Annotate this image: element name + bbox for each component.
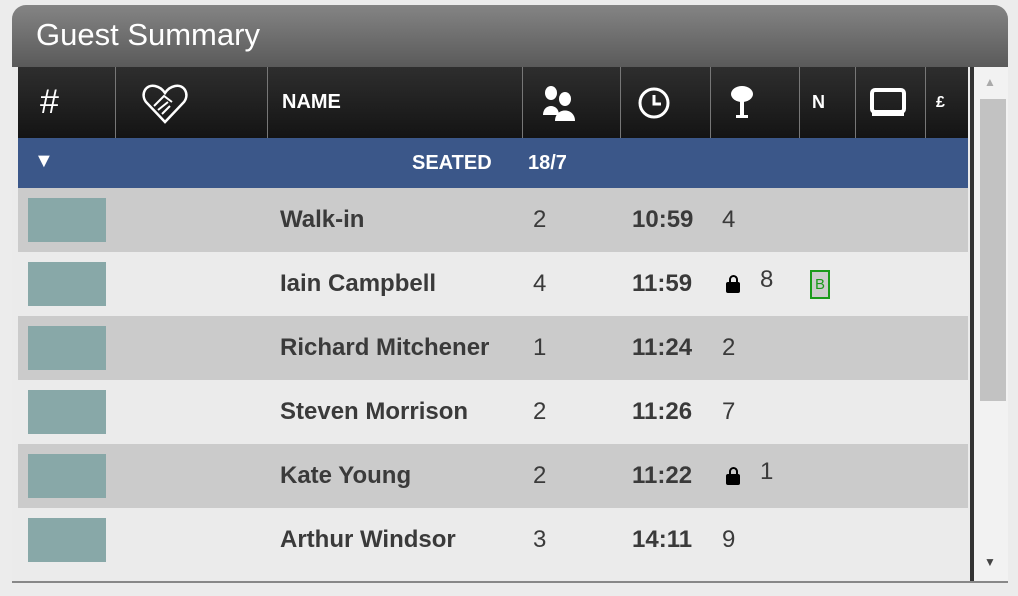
guest-name: Kate Young <box>280 462 412 489</box>
table-number: 4 <box>722 206 736 233</box>
col-name[interactable]: NAME <box>268 67 523 138</box>
guest-row[interactable]: Walk-in 2 10:59 4 <box>18 188 968 252</box>
guests-icon <box>543 85 575 121</box>
table-color-swatch <box>28 390 106 434</box>
table-number: 7 <box>722 398 736 425</box>
guest-row[interactable]: Steven Morrison 2 11:26 7 <box>18 380 968 444</box>
scroll-up-arrow[interactable]: ▲ <box>984 75 996 89</box>
group-seated[interactable]: ▼ SEATED 18/7 <box>18 138 968 188</box>
col-price[interactable]: £ <box>936 93 945 111</box>
guest-time: 10:59 <box>632 206 694 233</box>
booking-badge: B <box>810 270 831 299</box>
col-handshake[interactable] <box>116 67 268 138</box>
table-color-swatch <box>28 518 106 562</box>
table-number: 1 <box>760 458 774 485</box>
guest-name: Iain Campbell <box>280 270 437 297</box>
group-count: 18/7 <box>528 152 567 174</box>
col-screen[interactable] <box>856 67 926 138</box>
panel-title: Guest Summary <box>12 5 1008 67</box>
guest-row[interactable]: Iain Campbell 4 11:59 8 B <box>18 252 968 316</box>
guest-row[interactable]: Kate Young 2 11:22 1 <box>18 444 968 508</box>
guest-time: 14:11 <box>632 526 693 553</box>
scroll-thumb[interactable] <box>980 99 1006 401</box>
group-label: SEATED <box>412 152 492 174</box>
guest-summary-panel: Guest Summary # NAME N £ ▼ SEATED 18/7 W… <box>12 5 1008 583</box>
guest-name: Arthur Windsor <box>280 526 456 553</box>
guest-covers: 3 <box>533 526 547 553</box>
col-time[interactable] <box>621 67 711 138</box>
table-number: 8 <box>760 266 774 293</box>
col-covers[interactable] <box>523 67 621 138</box>
table-number: 9 <box>722 526 736 553</box>
guest-time: 11:26 <box>632 398 693 425</box>
guest-covers: 4 <box>533 270 547 297</box>
lock-icon <box>726 275 740 293</box>
screen-icon <box>870 87 906 116</box>
table-header: # NAME N £ <box>18 67 968 138</box>
table-color-swatch <box>28 198 106 242</box>
guest-row[interactable]: Arthur Windsor 3 14:11 9 <box>18 508 968 572</box>
handshake-heart-icon <box>142 84 188 124</box>
guest-covers: 2 <box>533 398 547 425</box>
guest-name: Steven Morrison <box>280 398 469 425</box>
table-color-swatch <box>28 262 106 306</box>
col-number[interactable]: # <box>18 67 116 138</box>
clock-icon <box>638 87 670 118</box>
scrollbar[interactable]: ▲ ▼ <box>970 67 1008 581</box>
guest-row[interactable]: Richard Mitchener 1 11:24 2 <box>18 316 968 380</box>
guest-time: 11:22 <box>632 462 693 489</box>
lock-icon <box>726 467 740 485</box>
table-color-swatch <box>28 326 106 370</box>
guest-covers: 1 <box>533 334 547 361</box>
col-notes[interactable]: N <box>800 67 856 138</box>
table-color-swatch <box>28 454 106 498</box>
guest-time: 11:59 <box>632 270 693 297</box>
guest-name: Richard Mitchener <box>280 334 490 361</box>
col-table[interactable] <box>711 67 800 138</box>
collapse-triangle-icon[interactable]: ▼ <box>34 150 54 172</box>
scroll-down-arrow[interactable]: ▼ <box>984 555 996 569</box>
guest-time: 11:24 <box>632 334 693 361</box>
table-number: 2 <box>722 334 736 361</box>
guest-covers: 2 <box>533 206 547 233</box>
guest-covers: 2 <box>533 462 547 489</box>
table-icon <box>731 85 753 118</box>
guest-name: Walk-in <box>280 206 365 233</box>
